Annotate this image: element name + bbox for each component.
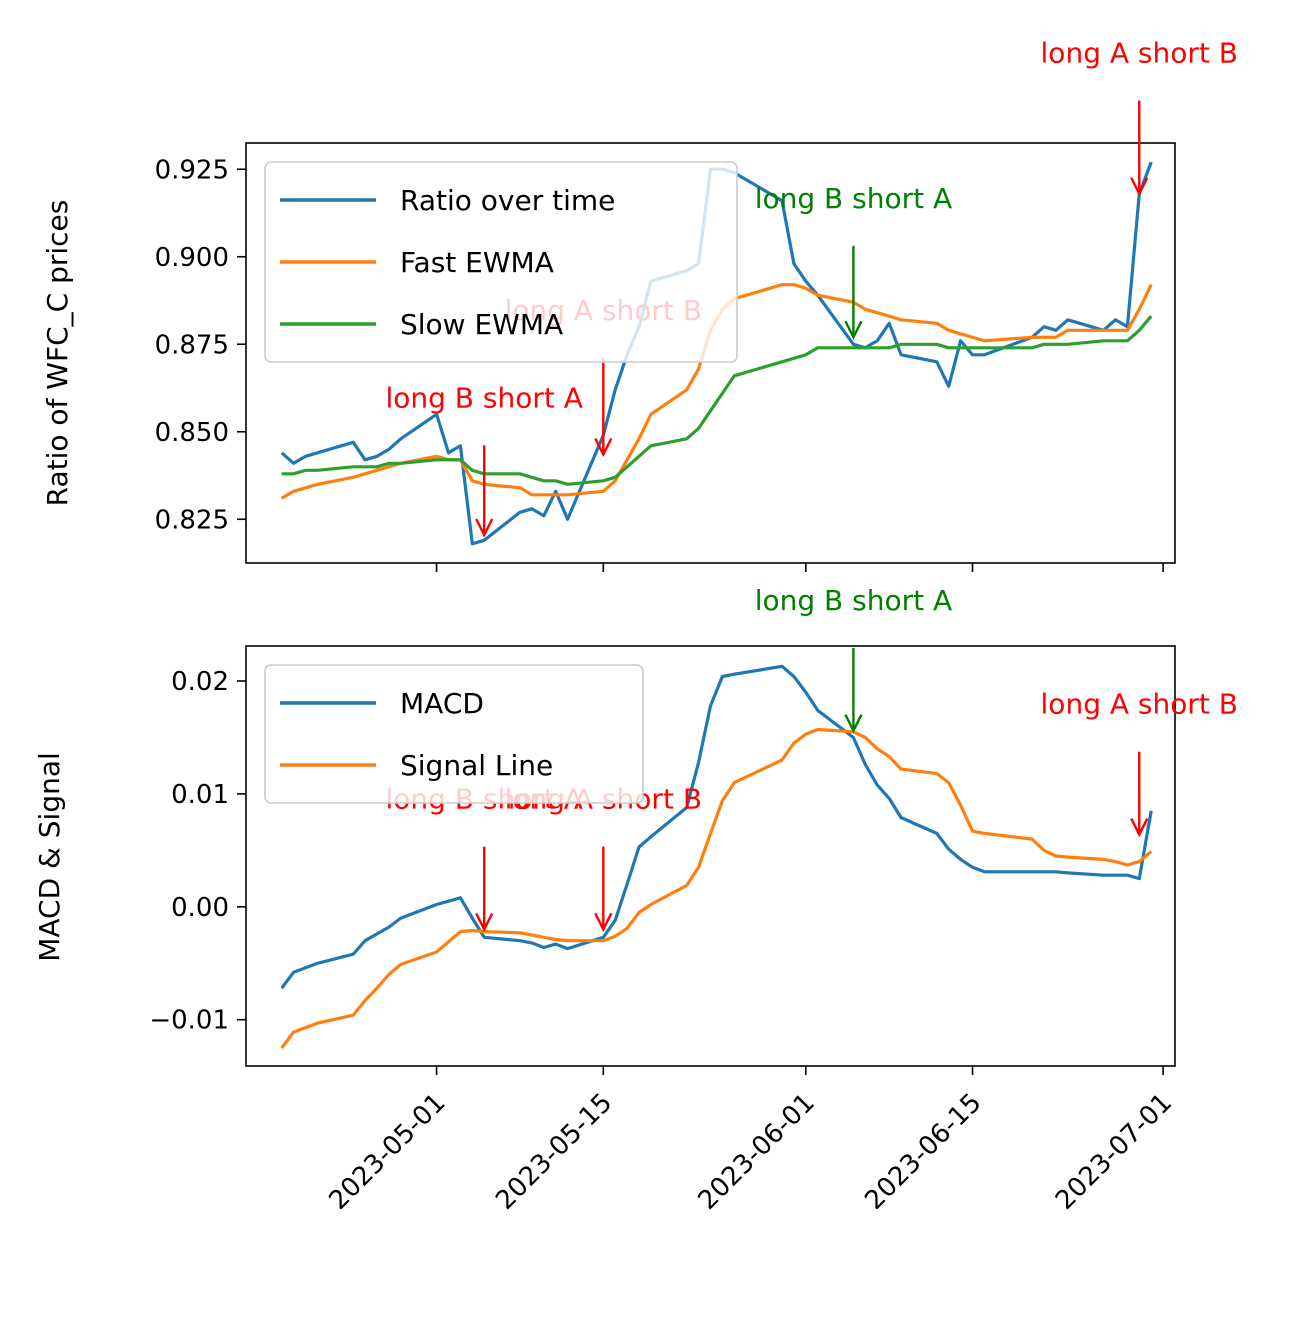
annotation-label: long B short A [755,584,952,617]
ratio-legend-frame [264,161,738,363]
x-tick-label: 2023-05-15 [490,1088,618,1216]
y-tick-label: 0.875 [155,330,229,360]
macd-x-axis: 2023-05-01 2023-05-15 2023-06-01 2023-06-15… [323,1066,1178,1216]
legend-label-macd: MACD [400,687,484,720]
annotation-arrowhead [844,714,863,734]
annotation-label: long B short A [385,381,582,414]
annotation-label: long A short B [1041,37,1238,70]
annotation-arrowhead [475,518,494,538]
legend-label-signal-line: Signal Line [400,749,553,782]
x-tick-label: 2023-06-01 [693,1088,821,1216]
ratio-legend: Ratio over time Fast EWMA Slow EWMA [264,161,738,363]
annotation-arrowhead [594,912,613,933]
ratio-panel: 0.825 0.850 0.875 0.900 0.925 long B short A… [41,37,1238,572]
y-tick-label: 0.00 [171,893,229,923]
x-tick-label: 2023-05-01 [323,1088,451,1216]
annotation-arrowhead [594,437,613,458]
annotation-label: long A short B [1041,688,1238,721]
series-line-signal-line [280,727,1153,1049]
macd-y-axis: −0.01 0.00 0.01 0.02 [149,667,246,1036]
annotation-arrowhead [844,320,863,340]
series-line-slow-ewma [281,315,1153,486]
ratio-y-axis-label: Ratio of WFC_C prices [41,200,74,507]
annotation-arrowhead [1130,818,1149,838]
macd-legend-frame [264,664,644,804]
legend-label-fast-ewma: Fast EWMA [400,246,554,279]
annotation-arrowhead [1130,177,1149,197]
y-tick-label: −0.01 [149,1006,229,1036]
annotation-arrowhead [475,912,494,933]
y-tick-label: 0.01 [171,780,229,810]
y-tick-label: 0.925 [155,155,229,185]
legend-label-slow-ewma: Slow EWMA [400,308,563,341]
macd-legend: MACD Signal Line [264,664,644,804]
macd-panel: −0.010.000.010.02 2023-05-01 2023-05-15 20… [33,584,1238,1216]
y-tick-label: 0.825 [155,505,229,535]
legend-label-ratio: Ratio over time [400,184,615,217]
y-tick-label: 0.02 [171,667,229,697]
macd-y-axis-label: MACD & Signal [33,752,66,962]
series-line-macd [280,664,1153,990]
x-tick-label: 2023-07-01 [1050,1088,1178,1216]
x-tick-label: 2023-06-15 [859,1088,987,1216]
macd-series-lines [280,664,1153,1049]
y-tick-label: 0.850 [155,418,229,448]
ratio-x-axis [435,563,1164,572]
y-tick-label: 0.900 [155,243,229,273]
ratio-y-axis: 0.825 0.850 0.875 0.900 0.925 [155,155,246,535]
annotation-label: long B short A [755,182,952,215]
